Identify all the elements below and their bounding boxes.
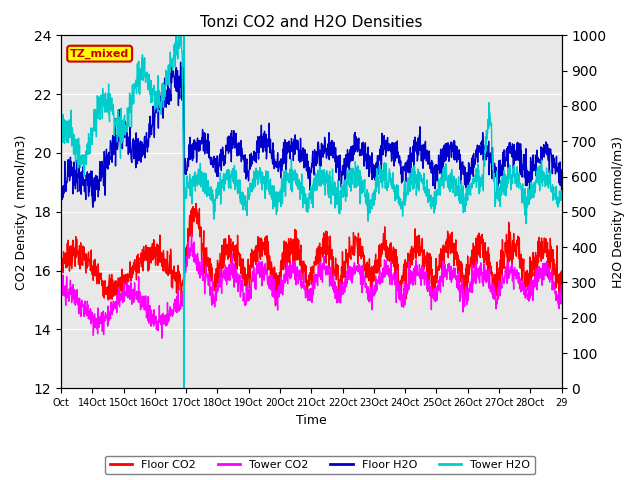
X-axis label: Time: Time <box>296 414 326 427</box>
Y-axis label: CO2 Density ( mmol/m3): CO2 Density ( mmol/m3) <box>15 134 28 289</box>
Title: Tonzi CO2 and H2O Densities: Tonzi CO2 and H2O Densities <box>200 15 422 30</box>
Legend: Floor CO2, Tower CO2, Floor H2O, Tower H2O: Floor CO2, Tower CO2, Floor H2O, Tower H… <box>105 456 535 474</box>
Y-axis label: H2O Density (mmol/m3): H2O Density (mmol/m3) <box>612 136 625 288</box>
Text: TZ_mixed: TZ_mixed <box>70 48 129 59</box>
